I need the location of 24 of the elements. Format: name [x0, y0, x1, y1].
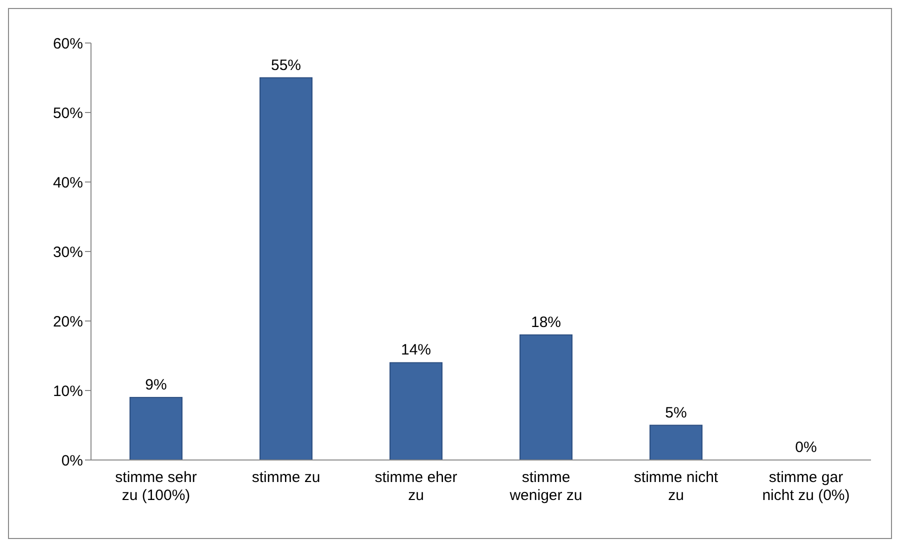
y-tick-label: 30% [52, 244, 83, 261]
bar [390, 362, 442, 460]
bar [520, 334, 572, 460]
y-tick-label: 40% [52, 174, 83, 192]
bar [650, 424, 702, 460]
data-label: 14% [400, 342, 432, 359]
data-label: 5% [665, 404, 687, 422]
y-tick-label: 0% [61, 452, 83, 470]
x-tick-label: stimme nicht zu [634, 469, 719, 504]
bar [130, 396, 182, 460]
y-tick-label: 60% [52, 35, 83, 52]
bar [260, 77, 312, 460]
y-tick-label: 20% [52, 313, 83, 330]
x-tick-label: stimme eher zu [374, 469, 458, 504]
y-tick-label: 10% [52, 382, 83, 400]
x-tick-label: stimme zu [252, 469, 320, 486]
data-label: 9% [145, 376, 167, 394]
data-label: 18% [530, 314, 562, 331]
data-label: 55% [270, 56, 302, 74]
data-label: 0% [795, 439, 817, 456]
x-tick-label: stimme sehr zu (100%) [115, 469, 197, 504]
y-tick-label: 50% [52, 104, 83, 122]
x-tick-label: stimme weniger zu [508, 469, 582, 504]
x-tick-label: stimme gar nicht zu (0%) [762, 469, 850, 504]
